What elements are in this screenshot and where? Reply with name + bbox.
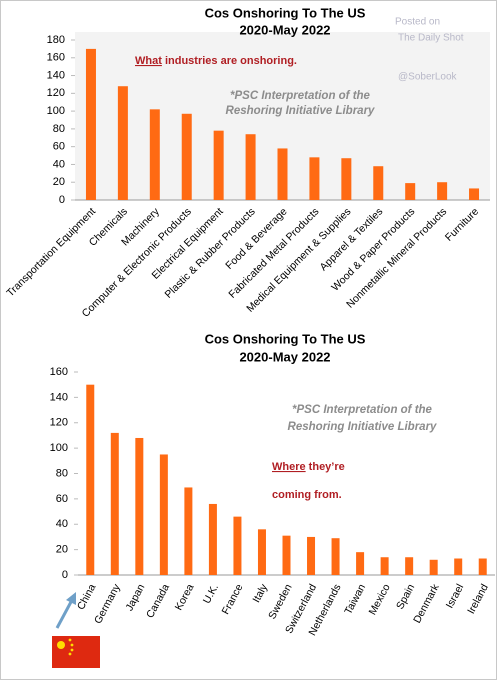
bar <box>257 529 266 575</box>
bar <box>437 182 448 200</box>
bar <box>213 130 224 200</box>
flag-star <box>57 641 65 649</box>
headline: What industries are onshoring. <box>135 55 297 67</box>
bar <box>135 437 144 575</box>
y-tick-label: 140 <box>50 391 68 403</box>
source-note: *PSC Interpretation of the <box>230 90 371 102</box>
flag-star <box>68 652 72 656</box>
y-tick-label: 60 <box>53 141 65 153</box>
y-tick-label: 40 <box>53 158 65 170</box>
y-tick-label: 80 <box>56 467 68 479</box>
headline-emphasis: What <box>135 55 162 67</box>
y-tick-label: 160 <box>47 52 65 64</box>
bar <box>331 538 340 575</box>
bar <box>373 166 384 200</box>
chart-title: Cos Onshoring To The US <box>205 331 366 346</box>
bar <box>282 535 291 575</box>
bar <box>208 503 217 575</box>
bar <box>86 384 95 575</box>
arrow <box>55 592 76 629</box>
headline: Where they’re <box>272 461 345 473</box>
headline-rest: they’re <box>306 461 345 473</box>
source-note: *PSC Interpretation of the <box>292 404 433 416</box>
bar <box>469 188 480 200</box>
y-tick-label: 0 <box>59 194 65 206</box>
headline: coming from. <box>272 489 342 501</box>
y-tick-label: 60 <box>56 493 68 505</box>
bar <box>478 558 487 575</box>
source-note: Reshoring Initiative Library <box>226 105 375 117</box>
bar <box>429 559 438 575</box>
y-tick-label: 40 <box>56 518 68 530</box>
bar <box>117 86 128 200</box>
bar <box>110 432 119 575</box>
flag-field <box>52 636 100 668</box>
bar <box>159 454 168 575</box>
bar <box>307 536 316 575</box>
flag-star <box>70 643 74 647</box>
y-tick-label: 140 <box>47 69 65 81</box>
watermark: @SoberLook <box>398 72 458 83</box>
chart-title: Cos Onshoring To The US <box>205 5 366 20</box>
y-tick-label: 180 <box>47 34 65 46</box>
chart-subtitle: 2020-May 2022 <box>239 349 330 364</box>
source-note: Reshoring Initiative Library <box>288 421 437 433</box>
headline-emphasis: Where <box>272 461 306 473</box>
watermark: Posted on <box>395 17 440 28</box>
y-tick-label: 80 <box>53 123 65 135</box>
y-tick-label: 100 <box>47 105 65 117</box>
y-tick-label: 100 <box>50 442 68 454</box>
bar <box>341 158 352 200</box>
arrow-shaft <box>55 599 74 629</box>
bar <box>184 487 193 575</box>
y-tick-label: 160 <box>50 366 68 378</box>
y-tick-label: 120 <box>50 417 68 429</box>
bar <box>277 148 288 200</box>
headline-rest: industries are onshoring. <box>162 55 297 67</box>
bar <box>181 113 192 200</box>
bar <box>245 134 256 200</box>
arrow-head <box>66 592 76 605</box>
watermark: The Daily Shot <box>398 33 464 44</box>
y-tick-label: 20 <box>56 544 68 556</box>
bar <box>405 557 414 575</box>
chart-subtitle: 2020-May 2022 <box>239 22 330 37</box>
bar <box>85 48 96 201</box>
y-tick-label: 20 <box>53 176 65 188</box>
bar <box>405 183 416 200</box>
bar <box>309 157 320 200</box>
bar <box>380 557 389 575</box>
y-tick-label: 120 <box>47 87 65 99</box>
bar <box>233 516 242 575</box>
flag-star <box>70 648 74 652</box>
flag-star <box>68 638 72 642</box>
y-tick-label: 0 <box>62 569 68 581</box>
flag <box>52 636 100 668</box>
bar <box>356 552 365 575</box>
bar <box>149 109 160 200</box>
bar <box>454 558 463 575</box>
